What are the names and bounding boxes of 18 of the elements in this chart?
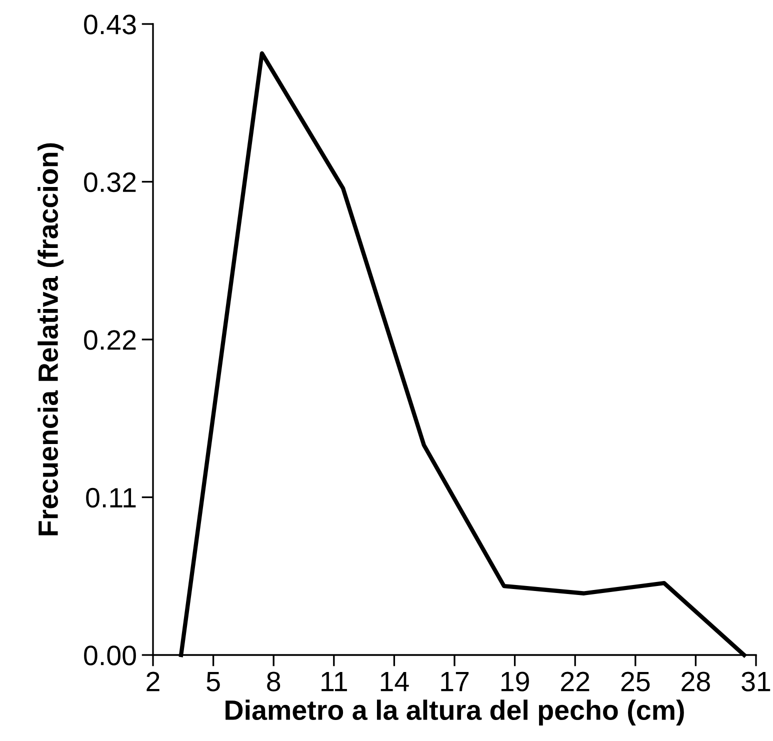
y-axis-title: Frecuencia Relativa (fraccion) — [38, 143, 64, 536]
x-tick-label: 28 — [682, 672, 710, 692]
y-tick-label: 0.11 — [86, 488, 136, 508]
y-tick-label: 0.32 — [84, 172, 136, 192]
x-tick-label: 2 — [146, 672, 160, 692]
x-tick-label: 25 — [621, 672, 650, 692]
x-tick-label: 31 — [742, 672, 770, 692]
x-tick-label: 5 — [206, 672, 220, 692]
x-tick-label: 17 — [441, 672, 469, 692]
x-axis-title: Diametro a la altura del pecho (cm) — [226, 700, 684, 726]
x-tick-label: 19 — [501, 672, 529, 692]
x-tick-label: 11 — [322, 672, 347, 692]
x-tick-label: 14 — [380, 672, 409, 692]
x-tick-label: 22 — [561, 672, 590, 692]
y-tick-label: 0.00 — [84, 646, 136, 666]
y-tick-label: 0.22 — [84, 330, 136, 350]
x-tick-label: 8 — [267, 672, 280, 692]
y-tick-label: 0.43 — [84, 14, 136, 34]
